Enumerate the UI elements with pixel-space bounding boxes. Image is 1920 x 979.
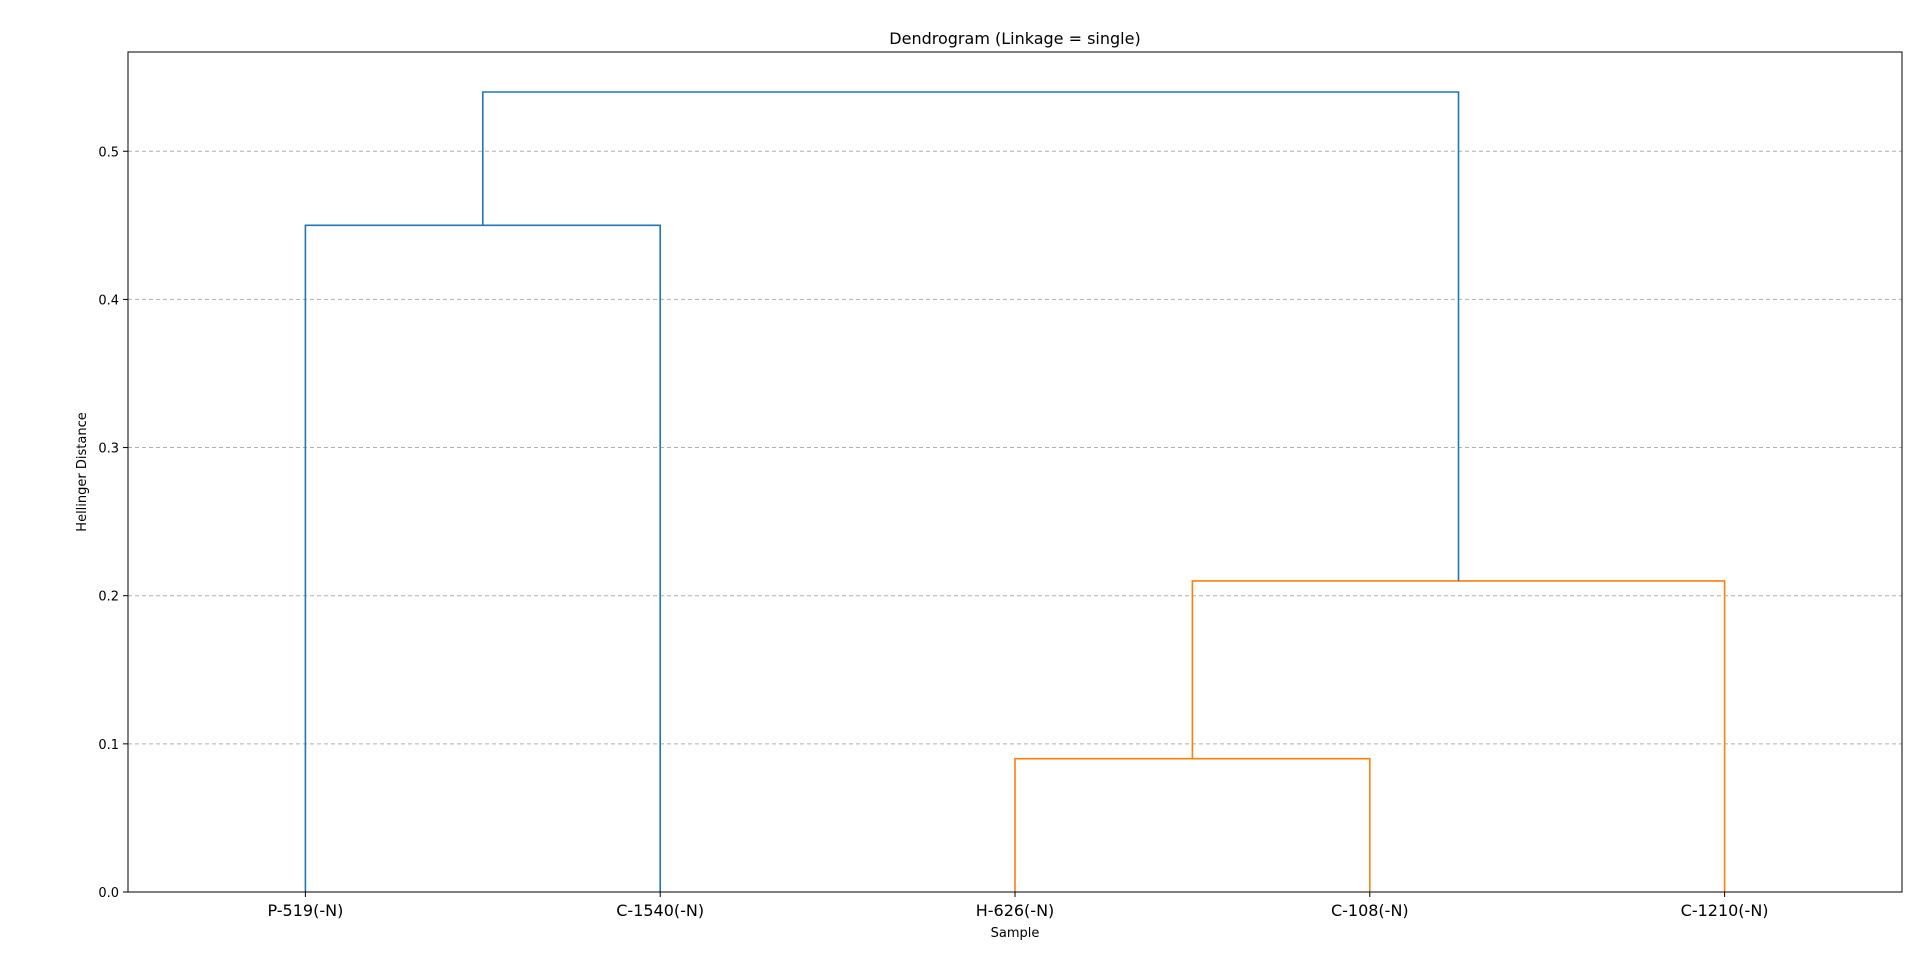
y-axis-title: Hellinger Distance	[75, 412, 90, 531]
y-axis-ticks: 0.0 0.1 0.2 0.3 0.4 0.5	[98, 145, 128, 901]
leaf-label: P-519(-N)	[267, 901, 343, 920]
y-tick-label: 0.3	[98, 442, 119, 457]
dendrogram-link	[1014, 757, 1371, 892]
leaf-label: C-1210(-N)	[1681, 901, 1769, 920]
dendrogram-link	[482, 91, 1460, 581]
grid-lines	[128, 150, 1902, 745]
x-axis-leaf-labels: P-519(-N) C-1540(-N) H-626(-N) C-108(-N) C-1…	[267, 892, 1769, 920]
dendrogram-link	[304, 224, 661, 892]
y-tick-label: 0.1	[98, 738, 119, 753]
dendrogram-link	[1191, 580, 1726, 892]
y-tick-label: 0.5	[98, 145, 119, 160]
dendrogram-links	[304, 91, 1726, 892]
y-tick-label: 0.2	[98, 590, 119, 605]
chart-title: Dendrogram (Linkage = single)	[889, 29, 1140, 48]
y-tick-label: 0.4	[98, 293, 119, 308]
x-axis-title: Sample	[991, 926, 1040, 941]
y-tick-label: 0.0	[98, 886, 119, 901]
leaf-label: H-626(-N)	[976, 901, 1055, 920]
leaf-label: C-1540(-N)	[616, 901, 704, 920]
leaf-label: C-108(-N)	[1331, 901, 1409, 920]
